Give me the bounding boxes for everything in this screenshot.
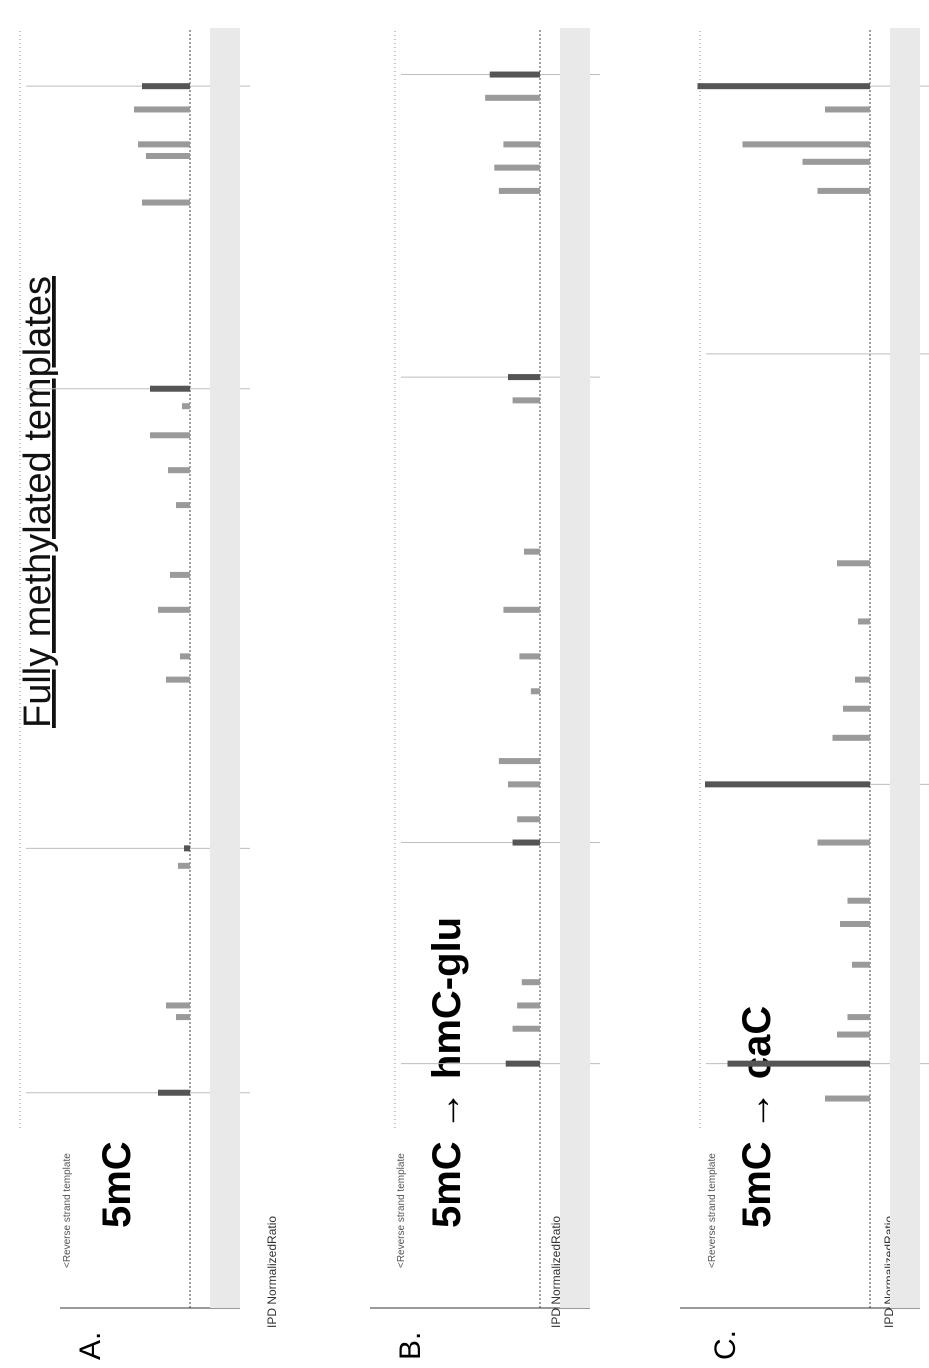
panel-letter: B. bbox=[394, 1332, 427, 1360]
bar bbox=[852, 962, 870, 968]
bar bbox=[848, 898, 871, 904]
panel-label: 5mC → hmC-glu bbox=[425, 917, 469, 1228]
bar bbox=[184, 845, 190, 851]
bar bbox=[519, 653, 540, 659]
bar bbox=[142, 200, 190, 206]
panel-strand-label: <Reverse strand template bbox=[707, 1153, 718, 1268]
secondary-track bbox=[890, 28, 920, 1308]
panel-letter: C. bbox=[709, 1330, 742, 1360]
bar bbox=[818, 188, 871, 194]
bar bbox=[513, 397, 540, 403]
bar bbox=[176, 1014, 190, 1020]
secondary-track bbox=[210, 28, 240, 1308]
bars-panel-b bbox=[370, 28, 600, 1308]
bar bbox=[146, 153, 190, 159]
panel-ylabel: IPD NormalizedRatio bbox=[265, 1216, 279, 1328]
panel-strand-label: <Reverse strand template bbox=[62, 1153, 73, 1268]
bar bbox=[150, 386, 190, 392]
panel-strand-label: <Reverse strand template bbox=[396, 1153, 407, 1268]
panel-label: 5mC → caC bbox=[735, 1006, 779, 1228]
figure-title: Fully methylated templates bbox=[17, 276, 59, 728]
panel-c: C. IPD NormalizedRatio <Reverse strand t… bbox=[680, 28, 929, 1360]
bar bbox=[818, 840, 871, 846]
bar bbox=[848, 1014, 871, 1020]
bar bbox=[531, 688, 540, 694]
bar bbox=[166, 1002, 190, 1008]
bar bbox=[524, 549, 540, 555]
panel-label: 5mC bbox=[95, 1141, 139, 1228]
bar bbox=[170, 572, 190, 578]
bar bbox=[485, 95, 540, 101]
bar bbox=[803, 159, 871, 165]
bar bbox=[182, 403, 190, 409]
bar bbox=[705, 781, 870, 787]
bar bbox=[855, 677, 870, 683]
bar bbox=[168, 467, 190, 473]
bar bbox=[858, 618, 870, 624]
bar bbox=[825, 106, 870, 112]
bar bbox=[698, 83, 871, 89]
secondary-track bbox=[560, 28, 590, 1308]
bar bbox=[743, 141, 871, 147]
bar bbox=[837, 560, 870, 566]
bar bbox=[134, 106, 190, 112]
bars-panel-c bbox=[680, 28, 929, 1308]
bar bbox=[158, 607, 190, 613]
bar bbox=[508, 781, 540, 787]
panel-b: B. IPD NormalizedRatio <Reverse strand t… bbox=[370, 28, 600, 1360]
bar bbox=[513, 840, 540, 846]
bar bbox=[499, 188, 540, 194]
bar bbox=[503, 141, 540, 147]
bar bbox=[494, 165, 540, 171]
bar bbox=[517, 816, 540, 822]
bar bbox=[178, 863, 190, 869]
bar bbox=[506, 1061, 540, 1067]
bar bbox=[840, 921, 870, 927]
bar bbox=[825, 1096, 870, 1102]
bar bbox=[503, 607, 540, 613]
bar bbox=[158, 1090, 190, 1096]
bar bbox=[499, 758, 540, 764]
bar bbox=[138, 141, 190, 147]
bar bbox=[180, 653, 190, 659]
bar bbox=[837, 1032, 870, 1038]
bar bbox=[150, 432, 190, 438]
bar bbox=[176, 502, 190, 508]
bar bbox=[142, 83, 190, 89]
bar bbox=[728, 1061, 871, 1067]
bar bbox=[508, 374, 540, 380]
bar bbox=[843, 706, 870, 712]
bar bbox=[166, 677, 190, 683]
bar bbox=[517, 1002, 540, 1008]
bar bbox=[522, 979, 540, 985]
bar bbox=[490, 72, 540, 78]
bar bbox=[513, 1026, 540, 1032]
panel-letter: A. bbox=[74, 1332, 107, 1360]
bar bbox=[833, 735, 871, 741]
